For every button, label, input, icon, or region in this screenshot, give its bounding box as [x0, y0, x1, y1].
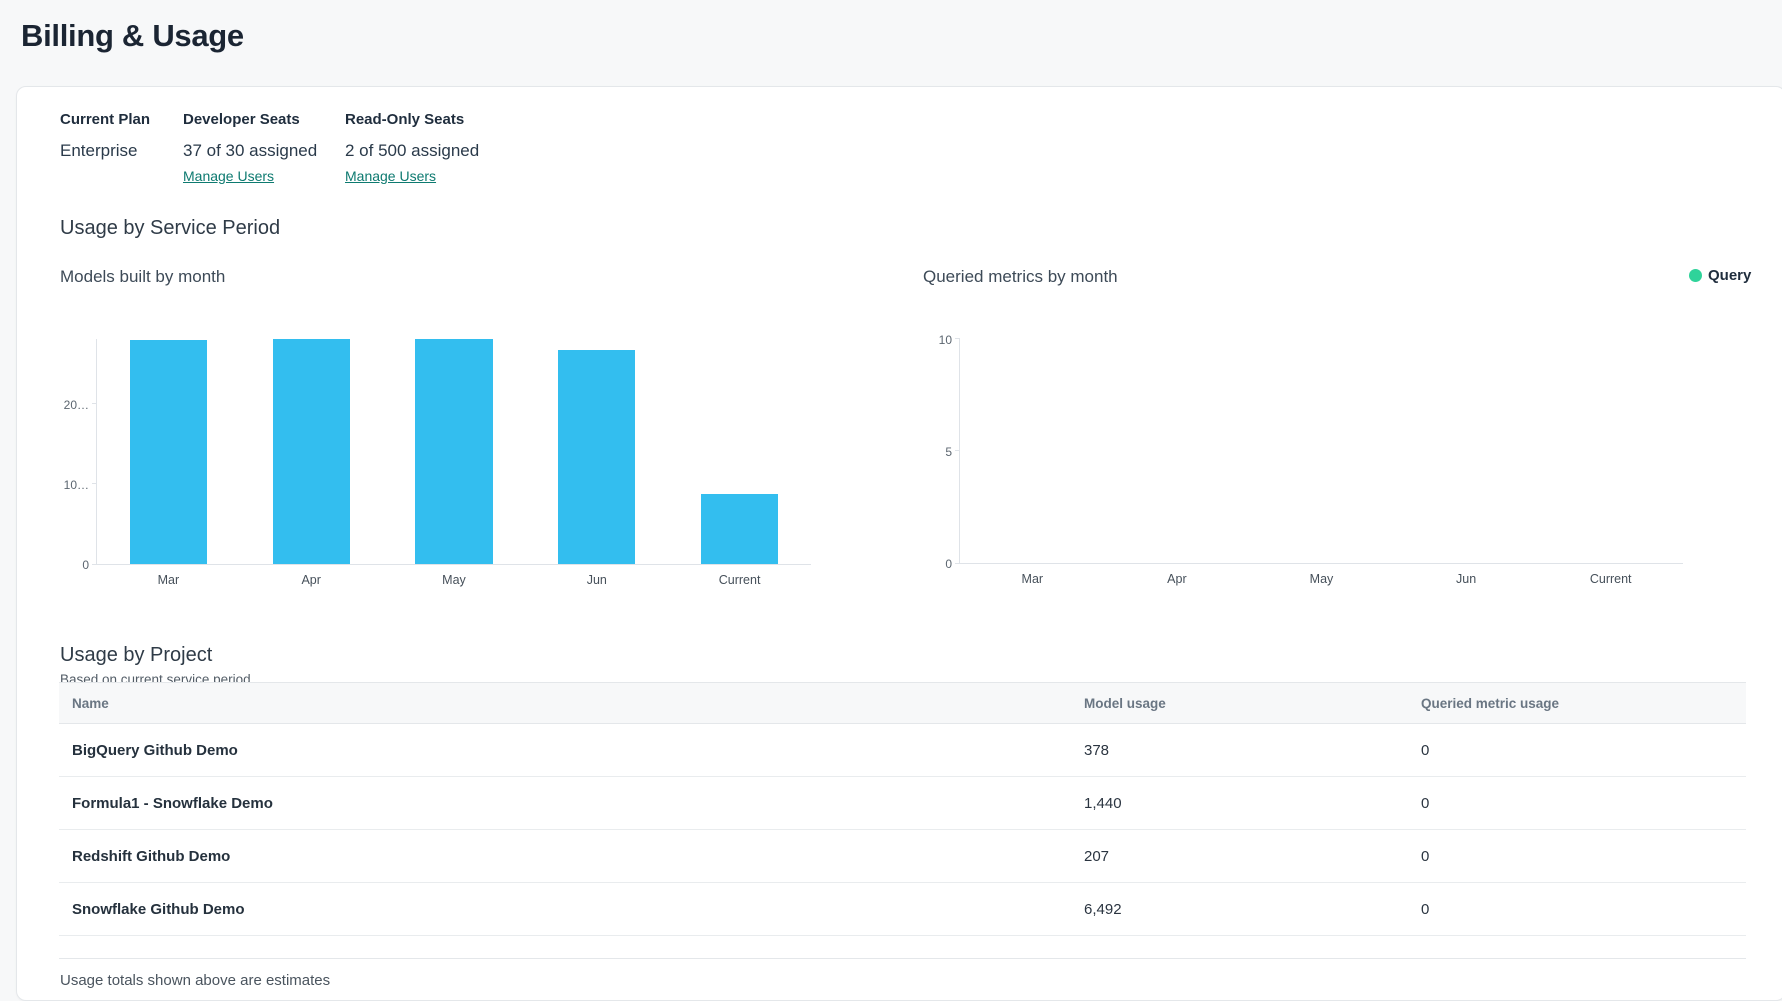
usage-footnote: Usage totals shown above are estimates — [60, 972, 331, 989]
legend-label: Query — [1708, 267, 1752, 284]
x-axis-label-mar: Mar — [157, 573, 180, 587]
queried-metric-usage-cell: 0 — [1421, 847, 1430, 865]
project-name-cell: Formula1 - Snowflake Demo — [72, 794, 273, 812]
bar-may[interactable] — [415, 339, 493, 564]
model-usage-cell: 1,440 — [1084, 794, 1122, 812]
table-bottom-divider — [59, 936, 1746, 959]
legend-dot-icon — [1689, 269, 1702, 282]
model-usage-cell: 378 — [1084, 741, 1110, 759]
manage-users-link-readonly[interactable]: Manage Users — [345, 168, 437, 184]
bar-current[interactable] — [701, 494, 779, 564]
current-plan-value: Enterprise — [60, 141, 138, 160]
y-axis-tick-mark — [92, 482, 97, 484]
queried-metric-usage-cell: 0 — [1421, 794, 1430, 812]
column-header-queried-metric-usage: Queried metric usage — [1421, 695, 1560, 711]
project-name-cell: Redshift Github Demo — [72, 847, 231, 865]
readonly-seats-block: Read-Only Seats 2 of 500 assigned Manage… — [345, 109, 479, 186]
legend-query[interactable]: Query — [1689, 267, 1751, 284]
project-section-heading: Usage by Project — [60, 644, 213, 666]
x-axis-label-mar: Mar — [1021, 572, 1044, 586]
y-axis-tick-label: 10 — [938, 333, 952, 347]
model-usage-cell: 207 — [1084, 847, 1110, 865]
table-row: BigQuery Github Demo 378 0 — [59, 724, 1746, 777]
y-axis-tick-mark — [92, 402, 97, 404]
y-axis-tick-mark — [955, 450, 960, 451]
bar-jun[interactable] — [558, 349, 636, 564]
x-axis-label-apr: Apr — [1167, 572, 1187, 586]
x-axis-label-jun: Jun — [586, 573, 607, 587]
readonly-seats-value: 2 of 500 assigned — [345, 141, 480, 160]
x-axis-label-may: May — [442, 573, 466, 587]
table-row: Formula1 - Snowflake Demo 1,440 0 — [59, 777, 1746, 830]
project-name-cell: Snowflake Github Demo — [72, 900, 245, 918]
readonly-seats-label: Read-Only Seats — [345, 111, 465, 128]
bar-apr[interactable] — [272, 339, 350, 564]
x-axis-label-may: May — [1309, 572, 1334, 586]
queried-metrics-chart: 0 5 10 Mar Apr May Jun Current — [939, 334, 1683, 586]
y-axis-tick-mark — [955, 563, 960, 564]
current-plan-label: Current Plan — [60, 111, 151, 128]
y-axis-tick-mark — [955, 338, 960, 339]
queried-metric-usage-cell: 0 — [1421, 900, 1430, 918]
manage-users-link-developer[interactable]: Manage Users — [183, 168, 275, 184]
model-usage-cell: 6,492 — [1084, 900, 1122, 918]
table-header-row: Name Model usage Queried metric usage — [59, 682, 1746, 724]
usage-by-project-table: Name Model usage Queried metric usage Bi… — [59, 682, 1746, 989]
models-built-chart: 0 10… 20… Mar Apr May Jun Current — [64, 339, 811, 587]
y-axis-tick-label: 0 — [945, 557, 952, 571]
usage-section-heading: Usage by Service Period — [60, 217, 281, 239]
table-body: BigQuery Github Demo 378 0 Formula1 - Snowf… — [59, 724, 1746, 936]
billing-card: Current Plan Enterprise Developer Seats … — [16, 86, 1782, 1001]
y-axis-tick-label: 20… — [63, 397, 89, 412]
models-built-chart-title: Models built by month — [60, 267, 226, 286]
queried-metrics-chart-title: Queried metrics by month — [923, 267, 1118, 286]
y-axis-tick-mark — [92, 564, 97, 565]
table-row: Snowflake Github Demo 6,492 0 — [59, 883, 1746, 936]
developer-seats-block: Developer Seats 37 of 30 assigned Manage… — [183, 109, 345, 186]
x-axis-label-apr: Apr — [301, 573, 321, 587]
table-row: Redshift Github Demo 207 0 — [59, 830, 1746, 883]
y-axis-tick-label: 5 — [945, 445, 952, 459]
queried-metric-usage-cell: 0 — [1421, 741, 1430, 759]
x-axis-label-jun: Jun — [1456, 572, 1477, 586]
bar-mar[interactable] — [129, 339, 207, 564]
current-plan-block: Current Plan Enterprise — [60, 109, 183, 186]
developer-seats-label: Developer Seats — [183, 111, 300, 128]
x-axis-label-current: Current — [1589, 572, 1632, 586]
x-axis-label-current: Current — [718, 573, 761, 587]
developer-seats-value: 37 of 30 assigned — [183, 141, 318, 160]
column-header-model-usage: Model usage — [1084, 695, 1166, 711]
plan-summary: Current Plan Enterprise Developer Seats … — [60, 109, 479, 186]
y-axis-tick-label: 10… — [63, 477, 89, 492]
column-header-name: Name — [72, 695, 109, 711]
y-axis-tick-label: 0 — [82, 558, 89, 572]
project-name-cell: BigQuery Github Demo — [72, 741, 238, 759]
page-title: Billing & Usage — [21, 18, 244, 53]
